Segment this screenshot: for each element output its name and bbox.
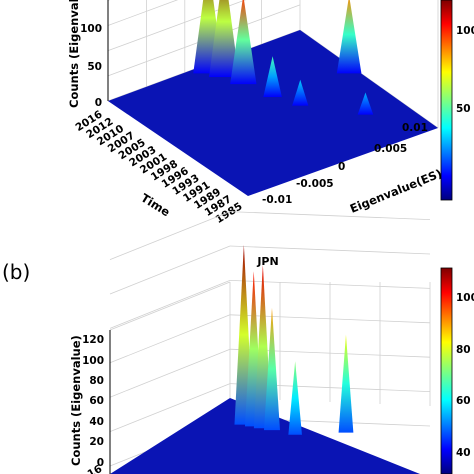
grid-line [109, 280, 231, 329]
chart-title: JPN [256, 255, 278, 268]
grid-line [109, 383, 231, 432]
surface-peak [263, 307, 280, 431]
colorbar-tick: 100 [456, 25, 474, 37]
time-axis-label: Time [138, 191, 172, 220]
panel-a-colorbar [440, 0, 453, 201]
z-tick: 80 [89, 375, 104, 387]
eigenvalue-tick: -0.01 [262, 194, 292, 206]
panel-b-grid [109, 211, 431, 467]
surface-peak [230, 0, 257, 85]
surface-peak [263, 56, 282, 97]
z-tick: 50 [87, 61, 102, 73]
z-tick: 120 [82, 334, 104, 346]
grid-line [109, 245, 231, 295]
grid-line [229, 211, 431, 220]
panel-a-zaxis: 100 50 0 Counts (Eigenvalue [67, 0, 109, 109]
panel-b-peaks [234, 244, 354, 435]
panel-a: 100 50 0 Counts (Eigenvalue 201620122010… [67, 0, 474, 226]
z-axis-label: Counts (Eigenvalue) [69, 335, 83, 466]
surface-peak [208, 0, 239, 78]
panel-b-surface-floor [110, 398, 420, 474]
panel-a-eigenvalue-axis: -0.01 -0.005 0 0.005 0.01 [262, 122, 428, 206]
surface-peak [288, 361, 302, 435]
panel-b-label: (b) [2, 260, 30, 284]
panel-b-zaxis: 120 100 80 60 40 20 0 Counts (Eigenvalue… [69, 330, 111, 474]
z-tick: 100 [82, 355, 104, 367]
panel-b-colorbar [440, 267, 453, 474]
colorbar-tick: 40 [456, 447, 471, 459]
grid-line [109, 348, 231, 398]
grid-line [107, 0, 179, 26]
grid-line [109, 314, 231, 364]
grid-line [229, 245, 431, 255]
z-axis-label: Counts (Eigenvalue [67, 0, 81, 108]
eigenvalue-tick: -0.005 [296, 178, 334, 190]
colorbar-tick: 100 [456, 292, 474, 304]
z-tick: 60 [89, 395, 104, 407]
time-tick-partial: 16 [86, 463, 105, 474]
grid-line [109, 281, 231, 331]
surface-peak [357, 92, 374, 115]
panel-a-peaks [193, 0, 374, 115]
z-tick: 0 [95, 97, 102, 109]
z-tick: 100 [80, 23, 102, 35]
eigenvalue-tick: 0.005 [374, 143, 407, 155]
z-tick: 20 [89, 436, 104, 448]
eigenvalue-axis-label: Eigenvalue(ES) [348, 166, 444, 216]
eigenvalue-tick: 0 [338, 161, 345, 173]
surface-peak [292, 79, 309, 106]
colorbar-tick: 60 [456, 395, 471, 407]
surface-peak [338, 334, 354, 433]
z-tick: 0 [97, 457, 104, 469]
colorbar-tick: 80 [456, 344, 471, 356]
grid-line [109, 211, 231, 260]
colorbar-tick: 50 [456, 103, 471, 115]
panel-b: (b) JPN 120 100 80 60 40 20 0 Counts (Ei… [2, 211, 474, 474]
eigenvalue-tick: 0.01 [402, 122, 428, 134]
panel-a-time-axis: 2016201220102007200520032001199819961993… [73, 108, 244, 226]
z-tick: 40 [89, 416, 104, 428]
surface-peak [336, 0, 362, 74]
